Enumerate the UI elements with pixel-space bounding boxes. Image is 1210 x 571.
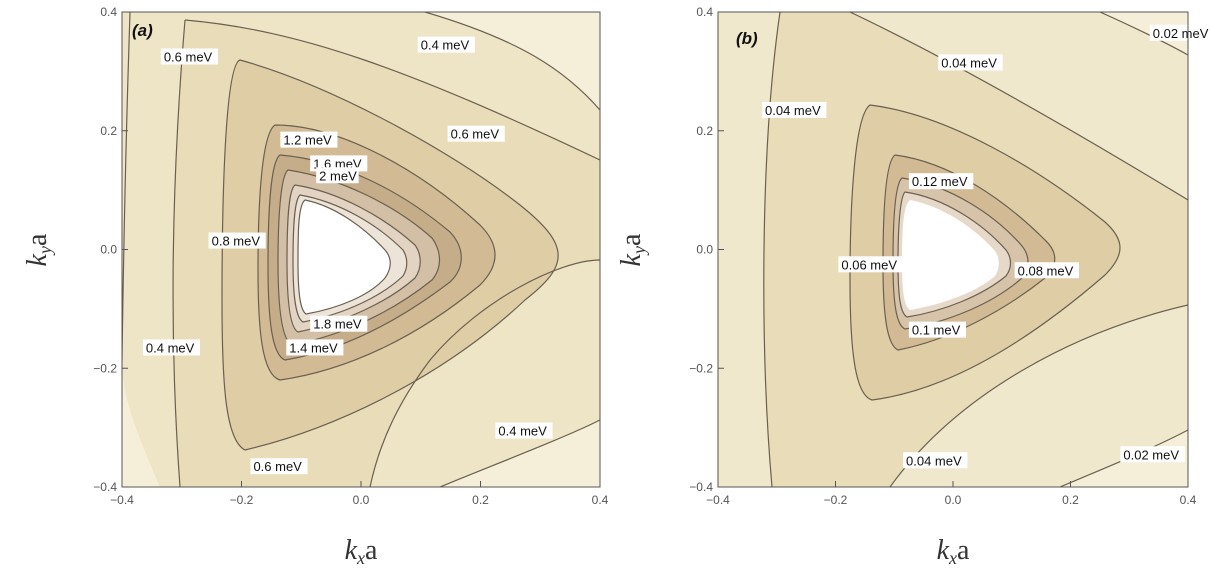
panel-b-contour-0.08 [882,154,1056,351]
panel-a-contour-0.6-right [369,259,600,487]
panel-a-contour-label: 0.4 meV [421,38,470,53]
panel-b: 0.02 meV 0.04 meV 0.04 meV 0.12 meV 0.06 meV… [616,5,1210,568]
panel-a-region-2.0 [298,200,391,314]
panel-b-contour-label: 0.04 meV [765,103,821,118]
panel-b-contour-label-box [908,321,966,338]
panel-a-ylabel: kya [22,233,55,266]
panel-a-contour-0.8 [221,59,559,451]
panel-a-contour-label-box [316,167,359,184]
panel-b-xtick-label: 0.0 [945,493,962,507]
panel-a-ytick-label: −0.4 [93,480,117,494]
panel-a-contour-label-box [160,48,218,65]
panel-a-contour-1.0 [257,124,496,381]
panel-a-contour-0.4-upper [424,12,600,111]
panel-a-contour-1.8 [292,194,408,323]
panel-b-contour-label-box [1149,24,1210,41]
panel-b-ylabel: kya [616,233,649,266]
panel-a-contour-label: 0.4 meV [498,424,547,439]
panel-b-contour-label-box [1014,262,1080,279]
panel-a-contour-label: 1.4 meV [289,340,338,355]
panel-a-xtick-label: −0.4 [110,493,134,507]
panel-a-ytick-label: 0.0 [100,243,117,257]
panel-b-tag: (b) [736,29,758,48]
panel-a-xtick-label: −0.2 [230,493,254,507]
panel-b-contour-label-box [762,101,827,118]
panel-a-contour-label: 2 meV [319,168,357,183]
panel-b-contour-label-box [903,452,968,469]
panel-b-contour-label: 0.08 meV [1018,263,1074,278]
panel-a-contour-label-box [310,315,368,332]
panel-a-contour-label-box [208,232,266,249]
panel-b-contour-label: 0.06 meV [841,257,897,272]
panel-a-xtick-label: 0.0 [353,493,370,507]
panel-a-contour-label-box [142,339,200,356]
panel-b-ytick-label: −0.4 [689,480,713,494]
panel-a-contour-0.4-left [122,12,131,361]
panel-a-xtick-label: 0.2 [472,493,489,507]
panel-b-contour-label: 0.1 meV [912,323,961,338]
panel-b-contour-label: 0.04 meV [941,55,997,70]
panel-b-plot-area [718,12,1188,487]
panel-a-contour-0.4-lower [439,419,600,487]
panel-a-contour-label: 0.6 meV [253,459,302,474]
panel-a-contour-2.0 [297,199,391,315]
panel-a-ytick-label: 0.4 [100,5,117,19]
panel-b-contour-label-box [1120,446,1185,463]
panel-b-ytick-label: 0.4 [696,5,713,19]
panel-a-contour-label: 0.8 meV [212,234,261,249]
panel-b-xtick-label: −0.2 [824,493,848,507]
panel-b-contour-label-box [838,256,903,273]
panel-a-contour-label-box [495,422,553,439]
panel-b-ytick-label: −0.2 [689,361,713,375]
panel-a-plot-area [122,12,600,487]
panel-b-contour-0.06 [849,104,1121,401]
panel-a-tag: (a) [132,21,153,40]
panel-a-contour-label: 0.6 meV [451,127,500,142]
panel-a-xtick-label: 0.4 [592,493,609,507]
panel-a-contour-label: 1.2 meV [283,133,332,148]
panel-a-contour-1.4 [277,169,441,346]
panel-a-contour-label: 0.6 meV [164,50,213,65]
panel-a-ytick-label: −0.2 [93,361,117,375]
panel-b-contour-label: 0.02 meV [1123,447,1179,462]
panel-a-contour-label-box [417,36,475,53]
panel-b-contour-0.04-top [849,12,1188,201]
panel-a-contour-label: 1.8 meV [313,317,362,332]
panel-b-xtick-label: 0.4 [1180,493,1197,507]
panel-a-contour-0.6-left [172,19,186,487]
panel-a-contour-label-box [280,131,338,148]
panel-b-xlabel: kxa [937,535,970,568]
panel-b-contour-0.04-left [763,12,781,487]
panel-b-ticks: −0.4 −0.2 0.0 0.2 0.4 −0.4 −0.2 0.0 0.2 0.4 [689,5,1196,507]
panel-b-contour-label: 0.12 meV [912,174,968,189]
panel-a-contour-label-box [286,339,344,356]
panel-a-ytick-label: 0.2 [100,124,117,138]
panel-a-contour-1.6 [286,184,421,333]
panel-b-contour-label: 0.02 meV [1153,26,1209,41]
panel-b-contour-0.04-right [889,304,1188,487]
panel-b-contour-label-box [908,173,974,190]
panel-a-ticks: −0.4 −0.2 0.0 0.2 0.4 −0.4 −0.2 0.0 0.2 0.4 [93,5,608,507]
panel-b-contour-0.10 [892,177,1029,330]
panel-b-ytick-label: 0.0 [696,243,713,257]
panel-b-contour-labels: 0.02 meV 0.04 meV 0.04 meV 0.12 meV 0.06 meV… [762,24,1210,469]
panel-b-region-inner [902,200,999,310]
panel-a-contour-label-box [250,458,308,475]
panel-a-contour-label-box [447,125,505,142]
panel-b-xtick-label: −0.4 [706,493,730,507]
panel-a-contour-label: 0.4 meV [146,340,195,355]
panel-a-contour-1.2 [267,154,462,361]
panel-b-contour-label-box [938,54,1003,71]
panel-a-xlabel: kxa [345,535,378,568]
panel-b-ytick-label: 0.2 [696,124,713,138]
panel-b-xtick-label: 0.2 [1062,493,1079,507]
panel-a-contour-0.6-top [184,19,600,161]
panel-b-contour-label: 0.04 meV [906,453,962,468]
